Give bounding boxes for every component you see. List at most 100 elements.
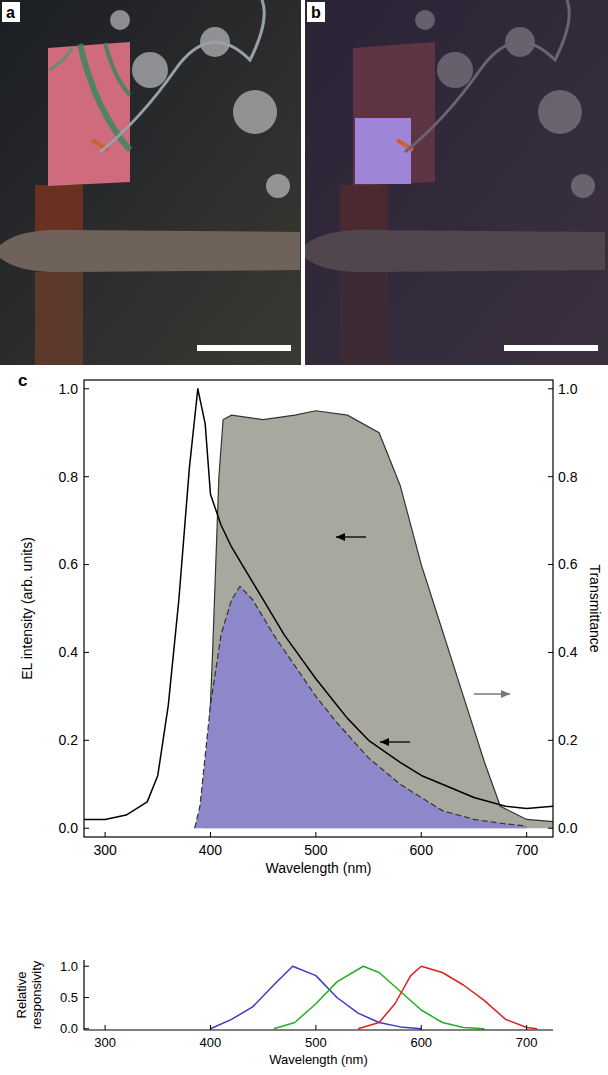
chart: 300 400 500 600 700 0.0 0.2 0.4 0.6 0.8 1.0 0.0 0.2 0… xyxy=(18,371,603,876)
figure: a b 300 400 500 600 700 0.0 0.2 0.4 0.6 0.8 1.0 0.0 0.… xyxy=(0,0,608,1075)
photo-content xyxy=(305,0,608,365)
bokeh xyxy=(538,90,582,134)
bokeh xyxy=(233,90,277,134)
x-tick xyxy=(105,1025,106,1030)
photo-content xyxy=(0,0,301,365)
x-tick xyxy=(526,1025,527,1030)
bokeh xyxy=(110,10,130,30)
holder-stand xyxy=(340,272,388,365)
line xyxy=(210,966,421,1029)
x-tick xyxy=(210,1025,211,1030)
y2-tick xyxy=(548,740,553,741)
arrow-head xyxy=(380,738,389,746)
x-tick xyxy=(105,832,106,837)
holder-stand xyxy=(35,272,83,365)
y2-axis-title: Transmittance xyxy=(587,564,603,652)
sample-streak xyxy=(105,43,130,95)
y-tick xyxy=(84,740,89,741)
arrows xyxy=(336,533,510,746)
holder-post xyxy=(35,185,83,235)
panel-letter: a xyxy=(6,4,15,21)
y2-tick xyxy=(548,652,553,653)
x-tick-label: 700 xyxy=(516,1035,538,1050)
y-tick xyxy=(84,388,89,389)
area-fill xyxy=(195,587,527,829)
y-axis-title-line: responsivity xyxy=(29,960,44,1029)
y-axis-title: EL intensity (arb. units) xyxy=(19,537,35,680)
y-tick-label: 0.0 xyxy=(60,1021,78,1036)
plot-area xyxy=(210,966,537,1029)
x-tick xyxy=(526,832,527,837)
x-axis xyxy=(84,1029,553,1030)
y2-tick xyxy=(548,388,553,389)
y-tick xyxy=(84,476,89,477)
line xyxy=(358,966,537,1029)
photo: b xyxy=(305,0,608,365)
x-tick xyxy=(210,832,211,837)
line xyxy=(84,389,553,820)
y-axis-title: Relativeresponsivity xyxy=(14,960,44,1029)
wire xyxy=(405,0,569,152)
y-tick-label: 0.8 xyxy=(59,469,79,485)
y-tick xyxy=(84,997,89,998)
x-tick-label: 400 xyxy=(199,842,223,858)
x-tick-label: 300 xyxy=(93,842,117,858)
plot-area xyxy=(84,389,553,828)
wire xyxy=(100,0,264,152)
line xyxy=(274,966,485,1029)
y2-tick-label: 0.4 xyxy=(558,644,578,660)
panel-letter-bg xyxy=(2,2,20,22)
bokeh xyxy=(571,174,595,198)
sample xyxy=(353,42,435,186)
y-tick xyxy=(84,966,89,967)
y-tick-label: 0.5 xyxy=(60,990,78,1005)
x-tick xyxy=(315,1025,316,1030)
panel-letter: c xyxy=(18,371,27,390)
y-axis xyxy=(83,960,84,1030)
bokeh xyxy=(415,10,435,30)
y-tick xyxy=(84,1028,89,1029)
x-axis-title: Wavelength (nm) xyxy=(269,1052,368,1067)
scale-bar xyxy=(197,345,291,351)
x-tick-label: 500 xyxy=(304,842,328,858)
x-tick-label: 500 xyxy=(305,1035,327,1050)
scale-bar xyxy=(504,345,598,351)
arrow-head xyxy=(501,690,510,698)
emission-glow xyxy=(355,118,411,184)
bokeh xyxy=(132,52,168,88)
y-tick-label: 0.4 xyxy=(59,644,79,660)
photo: a xyxy=(0,0,301,365)
y2-tick-label: 0.8 xyxy=(558,469,578,485)
y-tick xyxy=(84,828,89,829)
x-tick-label: 300 xyxy=(94,1035,116,1050)
panel-letter-bg xyxy=(307,2,325,22)
x-tick-label: 700 xyxy=(515,842,539,858)
y2-tick xyxy=(548,476,553,477)
y-tick-label: 0.0 xyxy=(59,820,79,836)
y2-tick-label: 0.6 xyxy=(558,556,578,572)
holder-rod xyxy=(305,230,605,272)
x-axis-title: Wavelength (nm) xyxy=(265,860,371,876)
y2-tick-label: 0.0 xyxy=(558,820,578,836)
x-tick xyxy=(315,832,316,837)
chart: 300 400 500 600 700 0.0 0.5 1.0 Wavelength (nm) R… xyxy=(14,959,553,1067)
photo-background xyxy=(305,0,608,365)
bokeh xyxy=(437,52,473,88)
y-tick-label: 0.2 xyxy=(59,732,79,748)
y2-tick xyxy=(548,828,553,829)
y-axis-title-line: Relative xyxy=(14,972,29,1019)
y-tick xyxy=(84,564,89,565)
y2-tick-label: 0.2 xyxy=(558,732,578,748)
y-tick xyxy=(84,652,89,653)
sample xyxy=(48,42,130,186)
y2-tick xyxy=(548,564,553,565)
photo-background xyxy=(0,0,301,365)
sample-streak xyxy=(50,48,72,70)
x-tick-label: 400 xyxy=(200,1035,222,1050)
y-tick-label: 1.0 xyxy=(59,381,79,397)
x-tick xyxy=(421,832,422,837)
x-tick-label: 600 xyxy=(410,1035,432,1050)
y-tick-label: 1.0 xyxy=(60,959,78,974)
x-tick-label: 600 xyxy=(410,842,434,858)
plot-frame xyxy=(84,380,553,837)
